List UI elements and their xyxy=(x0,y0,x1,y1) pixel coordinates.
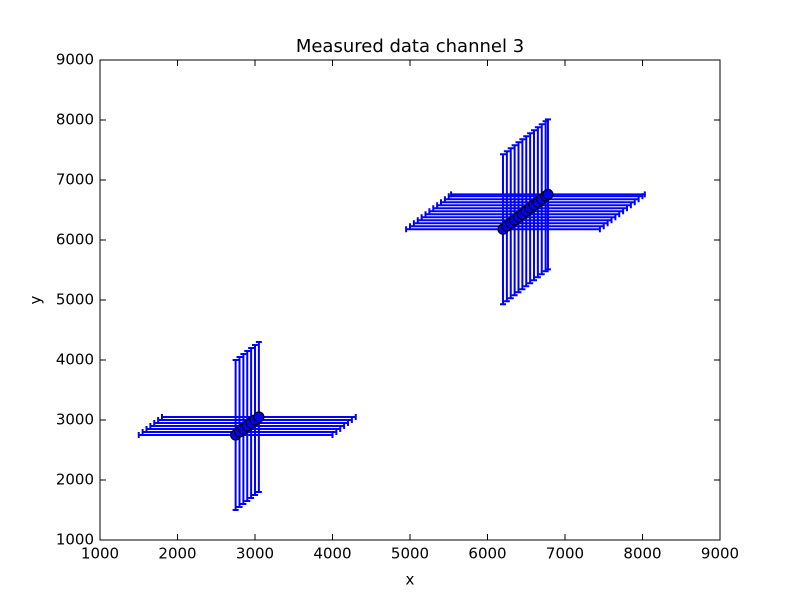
x-tick-label: 5000 xyxy=(391,545,429,563)
error-bar xyxy=(141,356,338,508)
y-tick-label: 5000 xyxy=(56,291,94,309)
y-tick-label: 9000 xyxy=(56,51,94,69)
x-axis-label: x xyxy=(406,571,415,589)
x-tick-label: 8000 xyxy=(623,545,661,563)
y-tick-label: 6000 xyxy=(56,231,94,249)
x-tick-label: 6000 xyxy=(468,545,506,563)
y-axis-label: y xyxy=(27,295,45,304)
point xyxy=(253,411,265,423)
y-tick-label: 4000 xyxy=(56,351,94,369)
x-tick-label: 2000 xyxy=(158,545,196,563)
error-bar xyxy=(450,118,646,271)
chart-title: Measured data channel 3 xyxy=(296,36,524,57)
y-tick-label: 1000 xyxy=(56,531,94,549)
x-tick-label: 3000 xyxy=(236,545,274,563)
point xyxy=(542,188,554,200)
y-tick-label: 3000 xyxy=(56,411,94,429)
x-tick-label: 4000 xyxy=(313,545,351,563)
y-tick-label: 2000 xyxy=(56,471,94,489)
x-tick-label: 1000 xyxy=(81,545,119,563)
plot-frame xyxy=(99,59,721,541)
x-tick-label: 9000 xyxy=(701,545,739,563)
x-tick-label: 7000 xyxy=(546,545,584,563)
y-tick-label: 7000 xyxy=(56,171,94,189)
y-tick-label: 8000 xyxy=(56,111,94,129)
